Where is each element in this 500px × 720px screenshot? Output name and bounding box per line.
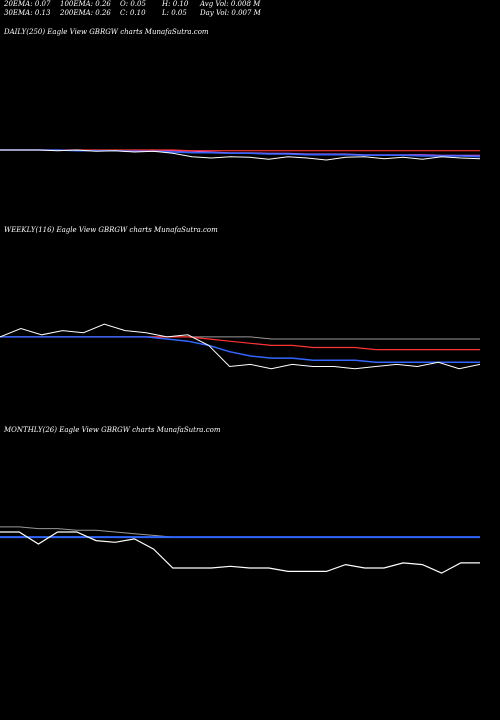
- stats-header: 20EMA: 0.07 100EMA: 0.26 O: 0.05 H: 0.10…: [0, 0, 500, 22]
- ema30-value: 30EMA: 0.13: [4, 9, 51, 17]
- daily-series-0-line: [0, 149, 481, 161]
- daily-panel-label: DAILY(250) Eagle View GBRGW charts Munaf…: [4, 28, 209, 36]
- monthly-panel-label: MONTHLY(26) Eagle View GBRGW charts Muna…: [4, 426, 221, 434]
- weekly-panel-label: WEEKLY(116) Eagle View GBRGW charts Muna…: [4, 226, 218, 234]
- weekly-series-0-line: [0, 323, 481, 370]
- low-value: L: 0.05: [162, 9, 187, 17]
- avg-vol-value: Avg Vol: 0.008 M: [200, 0, 261, 8]
- daily-chart: [0, 149, 481, 161]
- ema200-value: 200EMA: 0.26: [60, 9, 111, 17]
- weekly-series-1-line: [0, 336, 480, 364]
- open-value: O: 0.05: [120, 0, 146, 8]
- monthly-chart: [0, 526, 480, 574]
- high-value: H: 0.10: [162, 0, 189, 8]
- ema100-value: 100EMA: 0.26: [60, 0, 111, 8]
- monthly-series-0-line: [0, 531, 480, 574]
- close-value: C: 0.10: [120, 9, 146, 17]
- weekly-chart: [0, 323, 481, 370]
- day-vol-value: Day Vol: 0.007 M: [200, 9, 261, 17]
- ema20-value: 20EMA: 0.07: [4, 0, 51, 8]
